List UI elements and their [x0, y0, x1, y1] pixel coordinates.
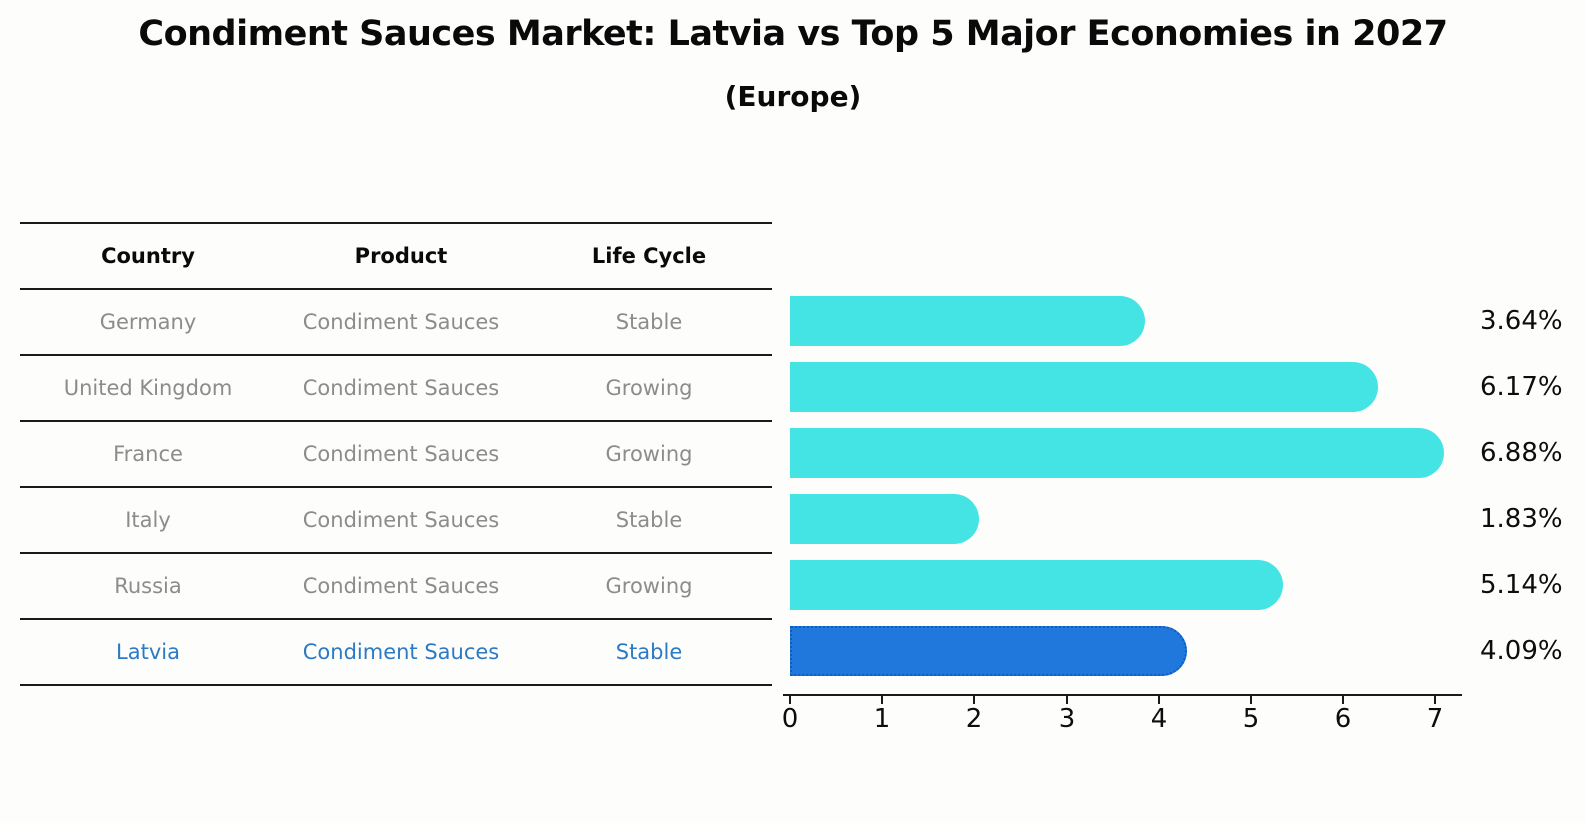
value-label-germany: 3.64% — [1480, 306, 1563, 336]
page-title: Condiment Sauces Market: Latvia vs Top 5… — [138, 14, 1448, 54]
column-header-product: Product — [354, 244, 448, 268]
x-axis — [783, 694, 1462, 696]
x-tick-label: 4 — [1150, 704, 1168, 734]
comparison-table: Country Product Life Cycle Germany Condi… — [20, 222, 772, 686]
table-row-latvia: Latvia Condiment Sauces Stable — [20, 618, 772, 684]
x-tick — [973, 696, 975, 704]
product-cell: Condiment Sauces — [302, 640, 500, 664]
table-row-germany: Germany Condiment Sauces Stable — [20, 288, 772, 354]
country-cell: Italy — [125, 508, 171, 532]
life-cycle-cell: Growing — [605, 376, 693, 400]
bar-france — [790, 428, 1444, 478]
column-header-country: Country — [101, 244, 195, 268]
life-cycle-cell: Stable — [615, 640, 683, 664]
x-tick-label: 2 — [965, 704, 983, 734]
x-tick-label: 3 — [1058, 704, 1076, 734]
x-tick — [1250, 696, 1252, 704]
x-tick — [1434, 696, 1436, 704]
country-cell: Russia — [114, 574, 182, 598]
table-row-france: France Condiment Sauces Growing — [20, 420, 772, 486]
product-cell: Condiment Sauces — [302, 442, 500, 466]
bar-united-kingdom — [790, 362, 1378, 412]
value-label-france: 6.88% — [1480, 438, 1563, 468]
table-row-russia: Russia Condiment Sauces Growing — [20, 552, 772, 618]
country-cell: France — [113, 442, 183, 466]
x-tick-label: 7 — [1426, 704, 1444, 734]
value-label-latvia: 4.09% — [1480, 636, 1563, 666]
x-tick-label: 5 — [1242, 704, 1260, 734]
bar-russia — [790, 560, 1283, 610]
life-cycle-cell: Stable — [615, 508, 683, 532]
page-subtitle: (Europe) — [724, 80, 862, 113]
x-tick — [1342, 696, 1344, 704]
x-tick-label: 0 — [781, 704, 799, 734]
value-label-russia: 5.14% — [1480, 570, 1563, 600]
x-tick — [1158, 696, 1160, 704]
life-cycle-cell: Growing — [605, 442, 693, 466]
life-cycle-cell: Growing — [605, 574, 693, 598]
bar-germany — [790, 296, 1145, 346]
product-cell: Condiment Sauces — [302, 376, 500, 400]
bar-latvia — [790, 626, 1187, 676]
product-cell: Condiment Sauces — [302, 310, 500, 334]
value-label-italy: 1.83% — [1480, 504, 1563, 534]
table-header-row: Country Product Life Cycle — [20, 222, 772, 288]
x-tick-label: 1 — [873, 704, 891, 734]
x-tick — [1066, 696, 1068, 704]
country-cell: Latvia — [116, 640, 180, 664]
x-tick — [881, 696, 883, 704]
column-header-life-cycle: Life Cycle — [591, 244, 707, 268]
product-cell: Condiment Sauces — [302, 508, 500, 532]
table-row-italy: Italy Condiment Sauces Stable — [20, 486, 772, 552]
x-tick — [789, 696, 791, 704]
country-cell: Germany — [99, 310, 197, 334]
product-cell: Condiment Sauces — [302, 574, 500, 598]
bar-italy — [790, 494, 979, 544]
table-row-united-kingdom: United Kingdom Condiment Sauces Growing — [20, 354, 772, 420]
country-cell: United Kingdom — [63, 376, 233, 400]
life-cycle-cell: Stable — [615, 310, 683, 334]
value-label-united-kingdom: 6.17% — [1480, 372, 1563, 402]
x-tick-label: 6 — [1334, 704, 1352, 734]
